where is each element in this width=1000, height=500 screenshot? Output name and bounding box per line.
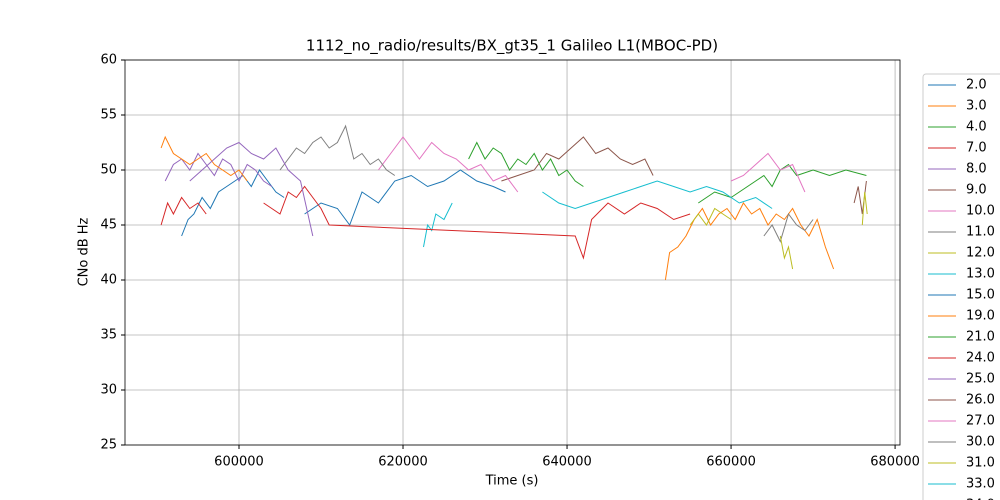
x-tick-label: 640000	[542, 455, 592, 470]
legend-label: 12.0	[966, 246, 995, 261]
legend-label: 4.0	[966, 120, 987, 135]
legend-label: 31.0	[966, 456, 995, 471]
legend-label: 10.0	[966, 204, 995, 219]
y-tick-label: 30	[100, 383, 117, 398]
legend-label: 7.0	[966, 141, 987, 156]
y-tick-label: 40	[100, 273, 117, 288]
legend-label: 21.0	[966, 330, 995, 345]
series-line	[377, 136, 519, 193]
series-line	[189, 141, 314, 237]
series-line	[279, 124, 396, 176]
legend-label: 27.0	[966, 414, 995, 429]
x-axis-label: Time (s)	[485, 474, 539, 489]
y-axis-label: CNo dB Hz	[77, 217, 92, 286]
series-line	[501, 136, 654, 182]
legend-box	[922, 73, 1000, 500]
legend-label: 26.0	[966, 393, 995, 408]
legend-label: 25.0	[966, 372, 995, 387]
y-tick-label: 60	[100, 53, 117, 68]
series-line	[423, 202, 453, 248]
series-line	[689, 207, 732, 226]
y-tick-label: 45	[100, 218, 117, 233]
legend-label: 3.0	[966, 99, 987, 114]
plot-frame	[124, 59, 901, 446]
x-tick-label: 680000	[870, 455, 920, 470]
series-line	[730, 152, 806, 193]
legend-label: 9.0	[966, 183, 987, 198]
series-line	[698, 163, 867, 204]
plot-area	[160, 124, 868, 281]
y-tick-label: 55	[100, 108, 117, 123]
series-line	[763, 212, 814, 243]
y-tick-label: 35	[100, 328, 117, 343]
y-tick-label: 50	[100, 163, 117, 178]
series-line	[160, 196, 207, 226]
series-line	[181, 169, 285, 237]
x-tick-label: 600000	[214, 455, 264, 470]
series-line	[160, 135, 248, 182]
legend-label: 19.0	[966, 309, 995, 324]
legend-label: 24.0	[966, 351, 995, 366]
series-line	[542, 180, 773, 210]
legend-label: 33.0	[966, 477, 995, 492]
legend-label: 13.0	[966, 267, 995, 282]
series-line	[263, 185, 691, 260]
x-tick-label: 620000	[378, 455, 428, 470]
series-line	[468, 141, 584, 187]
y-tick-label: 25	[100, 438, 117, 453]
legend-label: 30.0	[966, 435, 995, 450]
legend-label: 34.0	[966, 498, 995, 500]
x-tick-label: 660000	[706, 455, 756, 470]
series-line	[779, 191, 868, 270]
legend-label: 15.0	[966, 288, 995, 303]
legend-label: 2.0	[966, 78, 987, 93]
legend-label: 11.0	[966, 225, 995, 240]
chart-title: 1112_no_radio/results/BX_gt35_1 Galileo …	[306, 37, 718, 56]
legend-label: 8.0	[966, 162, 987, 177]
series-line	[304, 169, 506, 227]
